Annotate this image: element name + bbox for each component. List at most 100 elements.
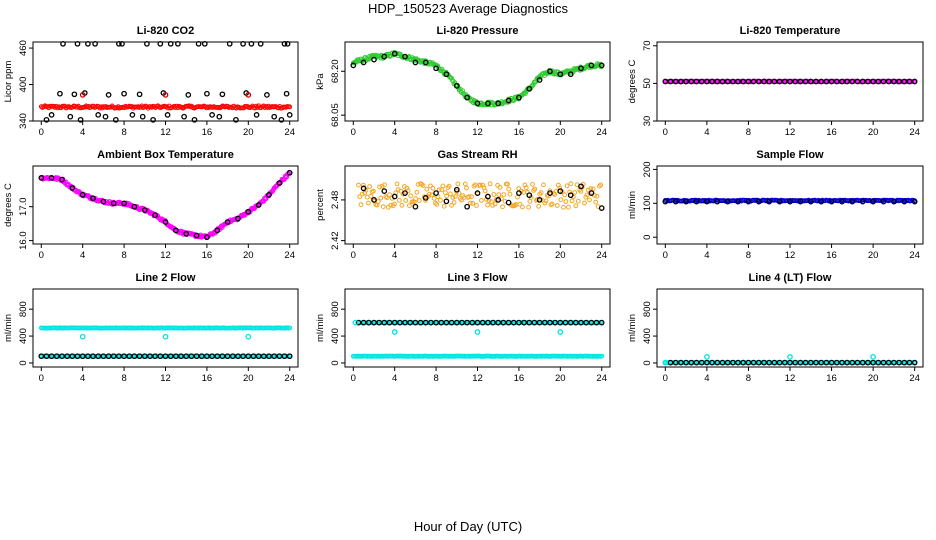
x-tick-label: 20 [243,127,254,138]
data-point [424,186,430,192]
data-point [102,113,109,120]
x-tick-label: 12 [472,373,483,384]
data-point [402,190,408,196]
data-point [901,198,908,205]
data-point [854,78,861,85]
data-point [69,353,76,360]
data-point [381,319,388,326]
data-point [281,353,288,360]
series-line-2-average [38,353,293,360]
data-point [467,200,473,206]
data-point [440,183,446,189]
data-point [495,100,502,107]
data-point [271,353,278,360]
data-point [485,193,491,200]
data-point [719,359,726,366]
data-point [403,198,409,203]
data-point [588,319,595,326]
data-point [131,203,138,210]
data-point [558,197,564,203]
data-point [839,359,845,366]
y-axis-label: degrees C [3,183,14,227]
data-point [562,192,568,198]
data-point [797,359,804,366]
data-point [575,198,581,204]
data-point [859,78,866,85]
data-point [527,199,533,204]
data-point [423,197,428,203]
data-point [459,319,465,326]
data-point [578,65,584,72]
data-point [381,188,388,194]
series-rh-detail [356,181,604,210]
data-point [438,319,445,326]
series-pressure-average [350,50,605,107]
data-point [583,194,589,200]
data-point [79,353,86,360]
data-point [384,195,390,201]
x-tick-label: 16 [826,373,837,384]
data-point [141,353,148,360]
data-point [404,185,410,191]
data-point [561,204,566,210]
series-line-4-detail [662,360,918,366]
data-point [477,182,483,188]
data-point [245,208,252,215]
data-point [181,113,187,120]
series-line-4-average [667,359,918,366]
data-point [469,194,474,200]
data-point [492,201,498,207]
x-tick-label: 8 [121,250,126,261]
data-point [360,319,367,326]
x-tick-label: 20 [868,373,879,384]
data-point [391,329,398,335]
data-point [662,359,669,366]
data-point [450,195,456,200]
x-tick-label: 16 [202,127,213,138]
data-point [53,353,60,360]
data-point [152,353,158,360]
data-point [735,359,741,366]
data-point [771,78,778,85]
data-point [598,61,603,67]
data-point [787,354,793,360]
panel-sample-flow: Sample Flow ml/min 0 4 8 12 16 20 24 0 100 200 [627,149,924,261]
data-point [536,319,543,326]
data-point [69,185,76,191]
data-point [500,319,507,326]
data-point [79,92,86,98]
data-point [507,191,513,197]
x-tick-label: 4 [704,127,709,138]
x-tick-label: 8 [433,373,438,384]
data-point [416,198,422,203]
data-point [451,200,457,205]
data-point [167,353,174,360]
data-point [90,353,96,360]
data-point [64,353,71,360]
data-point [802,78,809,85]
data-point [698,359,705,366]
data-point [355,319,362,326]
data-point [402,53,408,60]
data-point [521,319,527,326]
data-point [95,353,102,360]
y-tick-label: 400 [18,328,29,344]
data-point [792,78,799,85]
data-point [356,182,361,188]
x-tick-label: 4 [80,250,85,261]
data-point [157,353,164,360]
data-point [441,203,447,209]
data-point [38,353,45,360]
data-point [219,353,226,360]
data-point [536,197,543,203]
x-tick-label: 0 [663,373,668,384]
data-point [397,198,402,203]
data-point [566,204,571,210]
data-point [459,197,465,203]
data-point [452,194,458,199]
figure-title: HDP_150523 Average Diagnostics [368,1,568,16]
data-point [449,202,455,208]
data-point [479,319,486,326]
data-point [162,333,169,340]
data-point [693,359,700,366]
